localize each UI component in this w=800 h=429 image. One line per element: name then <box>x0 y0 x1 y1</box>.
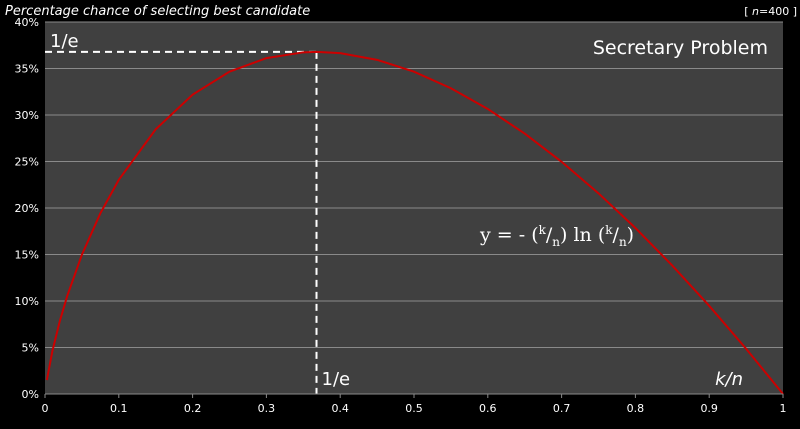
inner-title: Secretary Problem <box>593 37 768 59</box>
chart-title: Percentage chance of selecting best cand… <box>5 4 310 19</box>
x-tick-label: 0.9 <box>700 402 718 415</box>
x-tick-label: 0.3 <box>258 402 276 415</box>
x-tick-label: 0.2 <box>184 402 202 415</box>
formula: y = - (k/n) ln (k/n) <box>479 223 634 249</box>
x-axis-label: k/n <box>715 369 743 390</box>
series-line <box>45 50 784 395</box>
y-tick-label: 0% <box>22 388 39 401</box>
y-tick-label: 40% <box>15 16 39 29</box>
marker-x-label: 1/e <box>322 369 351 390</box>
x-tick-label: 0.6 <box>479 402 497 415</box>
x-tick-labels: 0 0.1 0.2 0.3 0.4 0.5 0.6 0.7 0.8 0.9 1 <box>42 394 787 415</box>
y-tick-labels: 0% 5% 10% 15% 20% 25% 30% 35% 40% <box>15 16 39 401</box>
gridlines <box>45 21 783 348</box>
x-tick-label: 0.7 <box>553 402 571 415</box>
marker-lines <box>45 50 318 394</box>
x-tick-label: 0.8 <box>627 402 645 415</box>
y-tick-label: 15% <box>15 249 39 262</box>
y-tick-label: 10% <box>15 295 39 308</box>
x-tick-label: 0.4 <box>331 402 349 415</box>
y-tick-label: 35% <box>15 63 39 76</box>
marker-y-label: 1/e <box>50 31 79 52</box>
y-tick-label: 30% <box>15 109 39 122</box>
x-tick-label: 0.1 <box>110 402 128 415</box>
x-tick-label: 0 <box>42 402 49 415</box>
y-tick-label: 20% <box>15 202 39 215</box>
x-tick-label: 1 <box>780 402 787 415</box>
x-tick-label: 0.5 <box>405 402 423 415</box>
y-tick-label: 25% <box>15 156 39 169</box>
n-label: [ n=400 ] <box>744 5 797 18</box>
y-tick-label: 5% <box>22 342 39 355</box>
